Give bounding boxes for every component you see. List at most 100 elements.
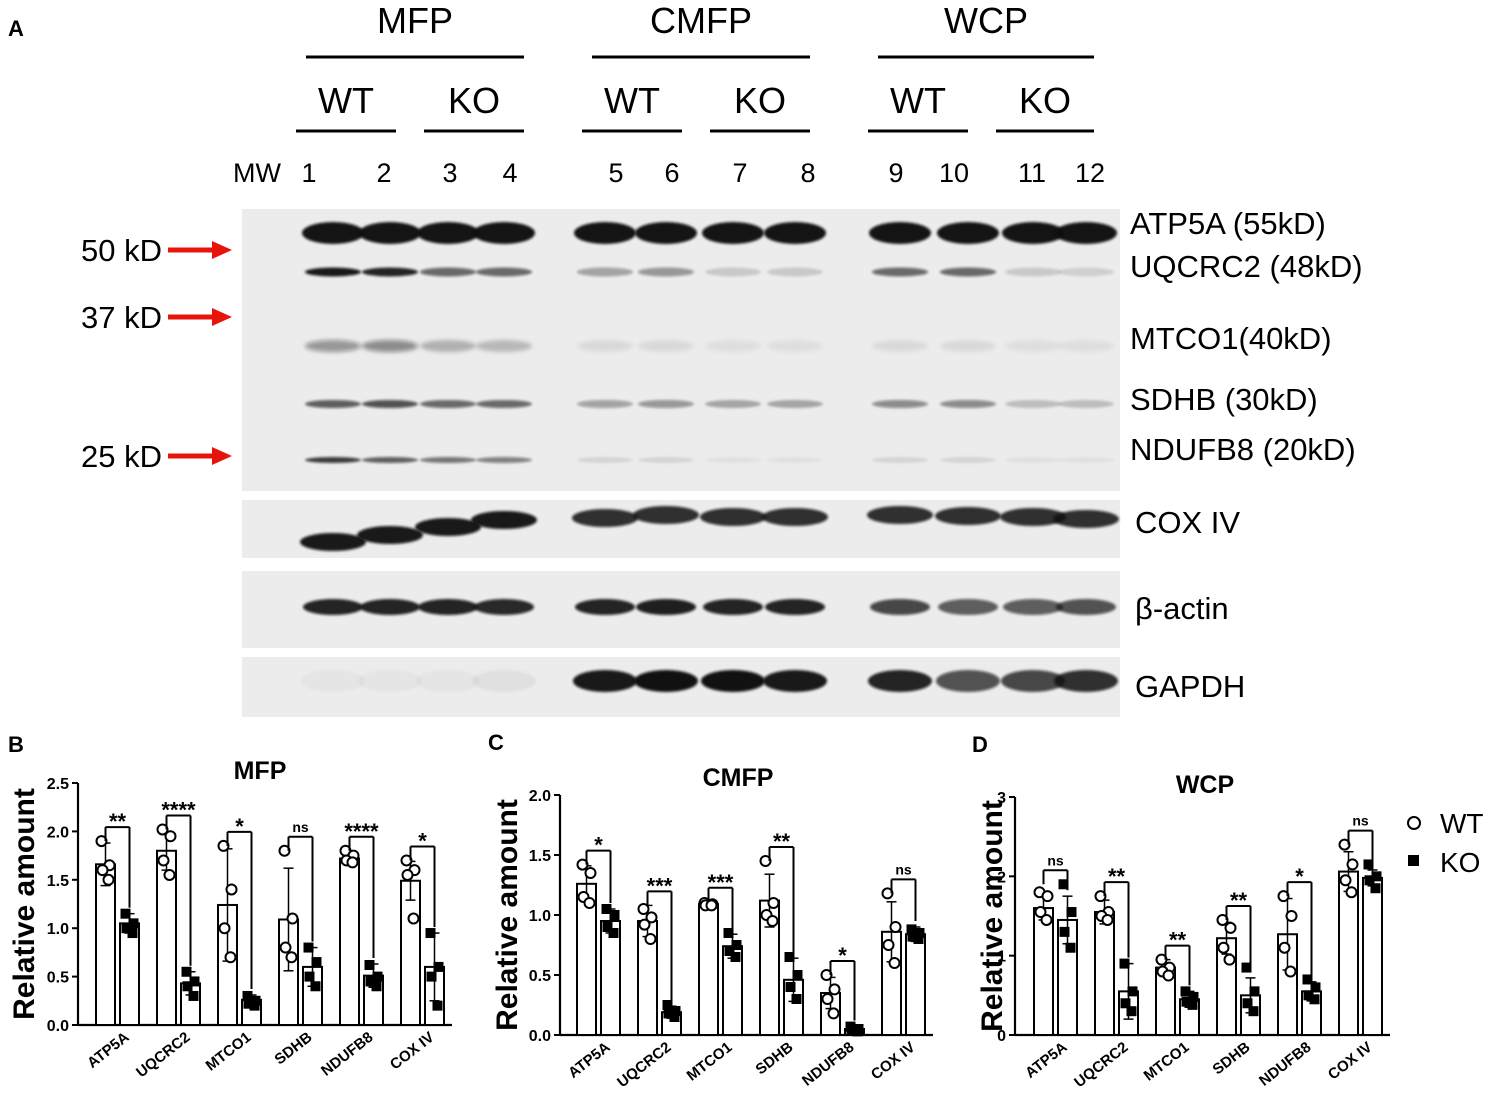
blot-band [362,400,418,408]
sig-label: ** [773,829,791,854]
data-point-ko [669,1012,680,1022]
blot-band [764,222,826,244]
blot-band [305,400,361,408]
data-point-ko [1241,962,1252,973]
data-point-ko [181,966,192,977]
data-point-ko [1066,907,1077,918]
data-point-ko [602,922,613,932]
blot-band [937,222,999,244]
blot-band [1058,457,1114,463]
blot-band [577,267,633,277]
data-point-ko [1363,859,1374,870]
blot-band [471,511,537,529]
blot-band [1000,508,1066,526]
blot-band [872,267,928,277]
panel-letter: B [8,732,24,757]
lane-number: 12 [1075,158,1105,188]
data-point-wt [1339,874,1352,887]
data-point-ko [724,946,735,956]
y-axis-label: Relative amount [8,788,41,1020]
mw-marker-label: 25 kD [81,439,162,474]
blot-band [763,670,827,692]
blot-band [360,599,420,615]
blot-band [872,340,928,352]
chart-title: CMFP [703,764,774,792]
blot-band [476,340,532,352]
blot-band [700,508,766,526]
blot-band [1005,267,1061,277]
blot-band [573,670,637,692]
bar-ko [905,933,926,1037]
blot-band [635,222,697,244]
blot-band [476,400,532,408]
blot-band [575,599,635,615]
group-label-wcp: WCP [944,0,1028,41]
blot-band [305,267,361,277]
data-point-wt [1162,969,1175,982]
sig-label: *** [647,873,673,898]
blot-band [476,457,532,463]
data-point-wt [102,873,115,886]
data-point-ko [426,971,437,982]
data-point-ko [609,910,620,920]
mw-marker-label: 50 kD [81,233,162,268]
data-point-ko [1188,991,1199,1002]
data-point-ko [365,976,376,987]
sig-label: ** [1108,864,1126,889]
blot-band [476,267,532,277]
data-point-ko [304,971,315,982]
y-tick-label: 1.0 [47,921,69,938]
blot-band [416,670,480,692]
data-point-ko [784,952,795,962]
data-point-wt [889,921,902,933]
bar-wt [1094,911,1115,1036]
sig-label: ** [1230,888,1248,913]
data-point-ko [188,990,199,1001]
data-point-ko [1059,926,1070,937]
data-point-wt [1040,913,1053,926]
wt-label: WT [318,80,374,121]
band-label: ATP5A (55kD) [1130,206,1326,241]
blot-band [638,340,694,352]
data-point-wt [644,933,657,945]
x-tick-label: SDHB [1209,1039,1253,1079]
y-tick-label: 0 [997,1028,1006,1045]
x-tick-label: MTCO1 [1141,1039,1193,1085]
mw-label: MW [233,158,281,188]
sig-label: ** [109,809,127,834]
sig-label: *** [708,870,734,895]
band-label: MTCO1(40kD) [1130,321,1332,356]
sig-label: ns [895,861,912,877]
lane-number: 2 [376,158,391,188]
sig-label: ns [1352,813,1369,829]
data-point-ko [1309,994,1320,1005]
data-point-wt [882,939,895,951]
x-tick-label: ATP5A [84,1029,132,1072]
blot-band [474,599,534,615]
blot-band [638,267,694,277]
lane-number: 9 [888,158,903,188]
sig-label: ** [1169,928,1187,953]
y-tick-label: 1.0 [529,908,551,925]
x-tick-label: MTCO1 [684,1039,736,1085]
data-point-ko [906,924,917,935]
data-point-wt [1041,890,1054,903]
data-point-ko [1187,999,1198,1010]
blot-band [940,400,996,408]
data-point-wt [767,897,780,909]
panel-letter: D [972,732,988,757]
blot-band [701,670,765,692]
blot-band [359,222,421,244]
band-label: SDHB (30kD) [1130,382,1318,417]
data-point-wt [888,957,901,969]
group-label-cmfp: CMFP [650,0,752,41]
sig-label: **** [161,797,196,822]
data-point-ko [913,934,924,944]
blot-band [940,267,996,277]
blot-band [869,222,931,244]
data-point-ko [914,928,925,938]
sig-label: ns [1047,852,1064,868]
blot-band [305,340,361,352]
blot-band [1058,340,1114,352]
data-point-ko [371,981,382,992]
